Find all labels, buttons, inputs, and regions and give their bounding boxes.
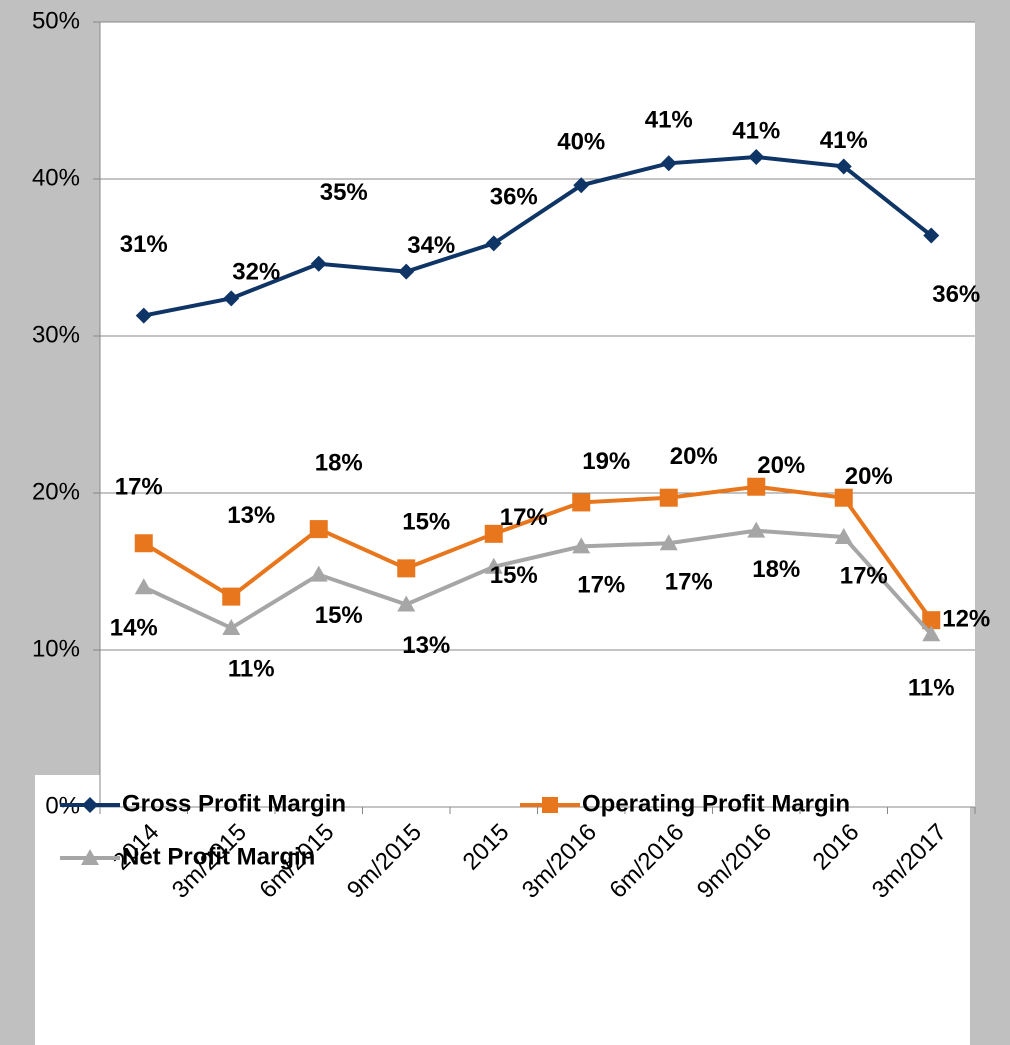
series-line bbox=[142, 528, 933, 636]
marker bbox=[309, 565, 328, 582]
marker bbox=[309, 520, 328, 539]
legend-label: Gross Profit Margin bbox=[122, 790, 346, 817]
marker bbox=[659, 534, 678, 551]
data-label: 40% bbox=[557, 129, 605, 156]
marker bbox=[659, 488, 678, 507]
marker bbox=[134, 578, 153, 595]
data-label: 17% bbox=[665, 569, 713, 596]
marker bbox=[223, 290, 240, 307]
series-line bbox=[143, 155, 933, 318]
data-label: 15% bbox=[315, 602, 363, 629]
data-label: 15% bbox=[490, 562, 538, 589]
marker bbox=[485, 235, 502, 252]
marker bbox=[747, 521, 766, 538]
data-label: 36% bbox=[932, 281, 980, 308]
data-label: 15% bbox=[402, 509, 450, 536]
y-tick-label: 40% bbox=[32, 164, 80, 191]
marker bbox=[397, 595, 416, 612]
marker bbox=[135, 307, 152, 324]
data-label: 19% bbox=[582, 448, 630, 475]
marker bbox=[660, 155, 677, 172]
data-label: 41% bbox=[732, 117, 780, 144]
data-label: 34% bbox=[407, 232, 455, 259]
marker bbox=[834, 527, 853, 544]
marker bbox=[834, 488, 853, 507]
marker bbox=[222, 587, 241, 606]
marker bbox=[134, 534, 153, 553]
marker bbox=[484, 524, 503, 543]
data-label: 13% bbox=[402, 632, 450, 659]
y-tick-label: 10% bbox=[32, 635, 80, 662]
data-label: 17% bbox=[577, 572, 625, 599]
marker bbox=[397, 559, 416, 578]
marker bbox=[81, 849, 99, 865]
data-label: 35% bbox=[320, 179, 368, 206]
data-label: 12% bbox=[942, 606, 990, 633]
y-tick-label: 20% bbox=[32, 478, 80, 505]
data-label: 20% bbox=[757, 452, 805, 479]
data-label: 41% bbox=[645, 107, 693, 134]
marker bbox=[748, 149, 765, 166]
data-label: 20% bbox=[670, 443, 718, 470]
data-label: 11% bbox=[908, 675, 955, 702]
legend-box bbox=[35, 775, 970, 1045]
data-label: 36% bbox=[490, 184, 538, 211]
data-label: 41% bbox=[820, 127, 868, 154]
marker bbox=[542, 797, 558, 813]
series-line bbox=[142, 484, 933, 622]
data-label: 14% bbox=[110, 615, 158, 642]
data-label: 11% bbox=[228, 655, 275, 682]
data-label: 17% bbox=[500, 504, 548, 531]
plot-area bbox=[100, 22, 975, 807]
marker bbox=[835, 158, 852, 175]
data-label: 18% bbox=[315, 449, 363, 476]
legend-label: Net Profit Margin bbox=[122, 843, 315, 870]
marker bbox=[310, 255, 327, 272]
data-label: 13% bbox=[227, 502, 275, 529]
data-label: 17% bbox=[115, 474, 163, 501]
data-label: 18% bbox=[752, 556, 800, 583]
marker bbox=[572, 493, 591, 512]
data-label: 31% bbox=[120, 231, 168, 258]
data-label: 32% bbox=[232, 259, 280, 286]
marker bbox=[922, 625, 941, 642]
marker bbox=[573, 177, 590, 194]
marker bbox=[398, 263, 415, 280]
marker bbox=[923, 227, 940, 244]
data-label: 20% bbox=[845, 463, 893, 490]
data-label: 17% bbox=[840, 562, 888, 589]
marker bbox=[747, 477, 766, 496]
marker bbox=[922, 611, 941, 630]
y-tick-label: 30% bbox=[32, 321, 80, 348]
y-tick-label: 50% bbox=[32, 7, 80, 34]
marker bbox=[572, 537, 591, 554]
marker bbox=[82, 797, 98, 813]
marker bbox=[484, 557, 503, 574]
marker bbox=[222, 619, 241, 636]
legend-label: Operating Profit Margin bbox=[582, 790, 850, 817]
